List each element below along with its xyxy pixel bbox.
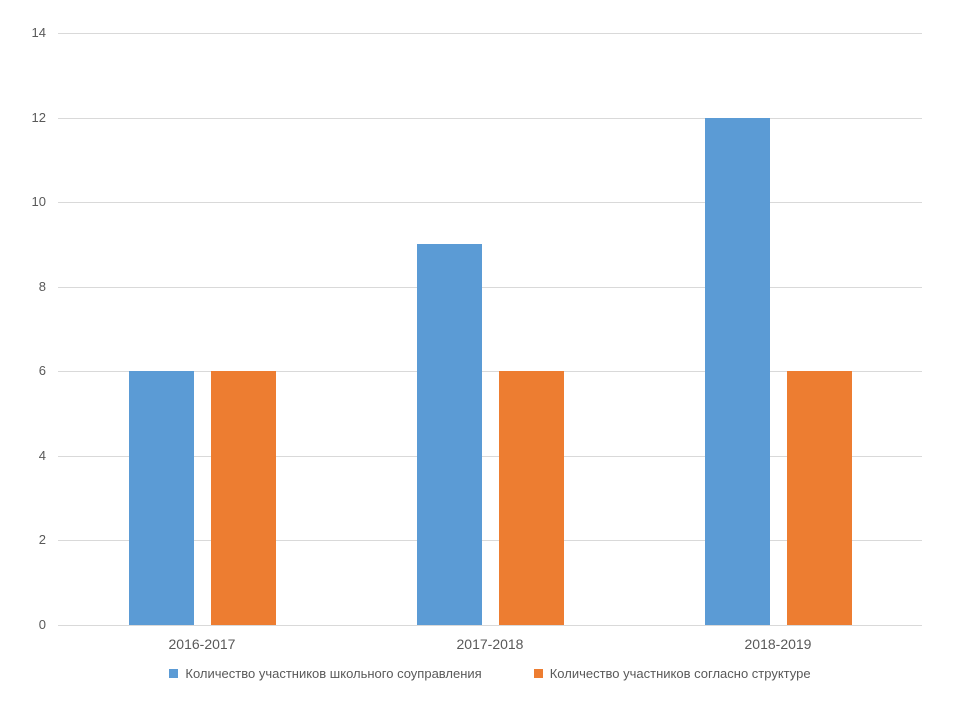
gridline-y-2 [58, 540, 922, 542]
x-tick-label-2016-2017: 2016-2017 [168, 636, 236, 652]
y-tick-label-12: 12 [31, 109, 46, 125]
gridline-y-8 [58, 286, 922, 288]
chart-legend: Количество участников школьного соуправл… [58, 666, 922, 681]
y-tick-label-14: 14 [31, 25, 46, 40]
legend-marker-orange [533, 669, 543, 678]
gridline-y-14 [58, 33, 922, 34]
x-tick-label-2018-2019: 2018-2019 [744, 636, 812, 652]
y-tick-label-0: 0 [38, 617, 46, 632]
y-tick-label-6: 6 [38, 363, 46, 379]
gridline-y-10 [58, 202, 922, 204]
bar-series-1-2016-2017 [128, 371, 194, 625]
y-tick-label-4: 4 [38, 447, 46, 463]
gridline-y-12 [58, 117, 922, 119]
gridline-y-6 [58, 371, 922, 373]
bar-series-2-2016-2017 [210, 371, 276, 625]
legend-item-series-2: Количество участников согласно структуре [533, 666, 811, 681]
y-tick-label-8: 8 [38, 278, 46, 294]
legend-item-series-1: Количество участников школьного соуправл… [169, 666, 482, 681]
x-tick-label-2017-2018: 2017-2018 [456, 636, 524, 652]
bar-series-2-2018-2019 [786, 371, 852, 625]
bar-series-1-2018-2019 [704, 117, 770, 625]
legend-marker-blue [169, 669, 179, 678]
x-axis-line [58, 625, 922, 626]
gridline-y-4 [58, 455, 922, 457]
y-tick-label-10: 10 [31, 194, 46, 210]
bar-series-1-2017-2018 [416, 244, 482, 625]
bar-series-2-2017-2018 [498, 371, 564, 625]
y-tick-label-2: 2 [38, 532, 46, 548]
legend-label-series-1: Количество участников школьного соуправл… [185, 666, 482, 681]
legend-label-series-2: Количество участников согласно структуре [549, 666, 811, 681]
